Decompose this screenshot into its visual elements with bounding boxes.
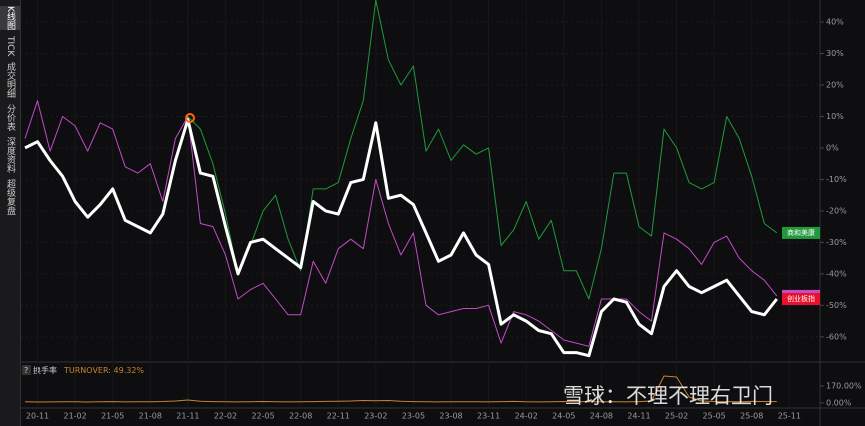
y-tick-label: 170.00%: [826, 382, 862, 391]
series-line: [24, 100, 778, 347]
sidebar-tab[interactable]: K线图: [0, 6, 20, 30]
y-tick-label: -40%: [826, 269, 847, 278]
x-tick-label: 22-11: [327, 412, 350, 421]
x-tick-label: 23-11: [477, 412, 500, 421]
turnover-line: [24, 375, 777, 403]
y-tick-label: -20%: [826, 206, 847, 215]
y-tick-label: 0.00%: [826, 399, 852, 408]
x-tick-label: 24-05: [552, 412, 575, 421]
help-icon[interactable]: [22, 365, 31, 375]
y-tick-label: -30%: [826, 238, 847, 247]
x-tick-label: 21-02: [63, 412, 86, 421]
turnover-subtitle: TURNOVER: 49.32%: [63, 366, 144, 375]
x-tick-label: 23-05: [402, 412, 425, 421]
x-tick-label: 21-08: [139, 412, 162, 421]
x-tick-label: 22-02: [214, 412, 237, 421]
x-tick-label: 25-05: [703, 412, 726, 421]
sidebar-tab[interactable]: 分价表: [5, 104, 15, 132]
series-line: [24, 118, 778, 358]
y-tick-label: -60%: [826, 332, 847, 341]
sidebar: K线图 TICK 成交明细分价表深度资料超级复盘: [0, 0, 21, 426]
x-tick-label: 25-11: [778, 412, 801, 421]
end-label-box: [782, 293, 820, 306]
watermark: 雪球：不理不理右卫门: [563, 384, 773, 408]
x-tick-label: 25-02: [665, 412, 688, 421]
x-tick-label: 21-05: [101, 412, 124, 421]
x-tick-label: 20-11: [26, 412, 49, 421]
y-tick-label: 30%: [826, 49, 844, 58]
series-line: [187, 0, 778, 300]
x-tick-label: 24-11: [627, 412, 650, 421]
x-tick-label: 22-08: [289, 412, 312, 421]
sidebar-tab[interactable]: 成交明细: [5, 62, 15, 99]
y-tick-label: -50%: [826, 301, 847, 310]
marker-icon: [185, 113, 195, 123]
x-tick-label: 24-08: [590, 412, 613, 421]
y-tick-label: 10%: [826, 112, 844, 121]
y-tick-label: 20%: [826, 80, 844, 89]
end-label-box: [782, 226, 820, 239]
x-tick-label: 24-02: [515, 412, 538, 421]
x-tick-label: 23-08: [439, 412, 462, 421]
x-tick-label: 21-11: [176, 412, 199, 421]
turnover-title: 换手率: [33, 365, 57, 375]
legend-label: 商和美康: [787, 228, 815, 237]
y-tick-label: 0%: [826, 143, 839, 152]
help-icon-text: ?: [24, 366, 28, 375]
sidebar-tab[interactable]: TICK: [5, 35, 15, 57]
x-tick-label: 23-02: [364, 412, 387, 421]
sidebar-tab[interactable]: 深度资料: [5, 137, 15, 174]
x-tick-label: 22-05: [251, 412, 274, 421]
sidebar-tab[interactable]: 超级复盘: [5, 179, 15, 216]
y-tick-label: 40%: [826, 18, 844, 27]
legend-label: 创业板指: [787, 294, 815, 303]
x-tick-label: 25-08: [740, 412, 763, 421]
y-tick-label: -10%: [826, 175, 847, 184]
